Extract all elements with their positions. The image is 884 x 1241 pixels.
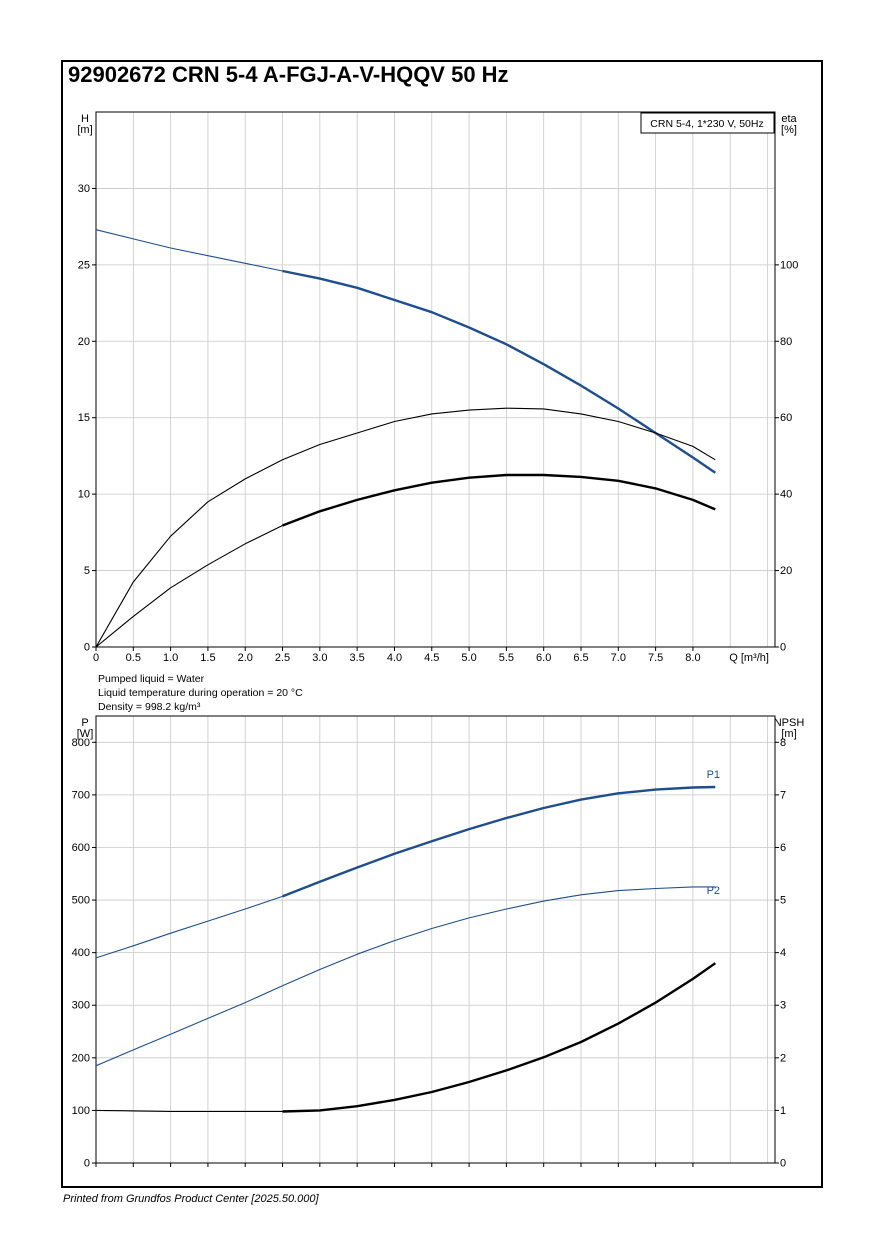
power-left-tick-label: 800 bbox=[72, 737, 90, 749]
power-left-tick-label: 300 bbox=[72, 1000, 90, 1012]
head-right-axis-unit: [%] bbox=[781, 124, 797, 136]
head-series-3-line-operating bbox=[282, 473, 716, 527]
head-right-axis-name: eta bbox=[781, 113, 797, 125]
power-left-tick-label: 700 bbox=[72, 789, 90, 801]
head-x-tick-label: 2.0 bbox=[238, 652, 253, 664]
head-series-1-line bbox=[95, 229, 283, 272]
power-right-tick-label: 8 bbox=[780, 737, 786, 749]
power-right-tick-label: 3 bbox=[780, 1000, 786, 1012]
head-x-tick-label: 1.0 bbox=[163, 652, 178, 664]
head-left-tick-label: 10 bbox=[78, 489, 90, 501]
liquid-note: Liquid temperature during operation = 20… bbox=[98, 687, 303, 699]
power-left-tick-label: 100 bbox=[72, 1105, 90, 1117]
power-right-tick-label: 2 bbox=[780, 1052, 786, 1064]
liquid-note: Density = 998.2 kg/m³ bbox=[98, 701, 201, 713]
legend-box-label: CRN 5-4, 1*230 V, 50Hz bbox=[650, 118, 763, 130]
head-left-axis-name: H bbox=[81, 113, 89, 125]
power-right-tick-label: 0 bbox=[780, 1158, 786, 1170]
head-left-tick-label: 5 bbox=[84, 565, 90, 577]
head-x-tick-label: 3.5 bbox=[350, 652, 365, 664]
power-series-p1-line-operating bbox=[282, 785, 716, 898]
head-x-tick-label: 4.5 bbox=[424, 652, 439, 664]
chart-frame bbox=[61, 60, 823, 1188]
head-x-tick-label: 6.0 bbox=[536, 652, 551, 664]
head-x-tick-label: 4.0 bbox=[387, 652, 402, 664]
power-right-axis-unit: [m] bbox=[781, 728, 796, 740]
head-x-tick-label: 3.0 bbox=[312, 652, 327, 664]
legend-box bbox=[640, 112, 775, 134]
head-x-tick-label: 8.0 bbox=[685, 652, 700, 664]
head-x-axis-label: Q [m³/h] bbox=[729, 652, 769, 664]
head-x-tick-label: 7.0 bbox=[611, 652, 626, 664]
head-right-tick-label: 100 bbox=[780, 259, 798, 271]
head-left-tick-label: 20 bbox=[78, 336, 90, 348]
head-right-tick-label: 80 bbox=[780, 336, 792, 348]
head-right-tick-label: 0 bbox=[780, 642, 786, 654]
power-series-p1-line bbox=[95, 895, 283, 959]
liquid-note: Pumped liquid = Water bbox=[98, 673, 205, 685]
power-left-tick-label: 500 bbox=[72, 895, 90, 907]
power-right-tick-label: 7 bbox=[780, 789, 786, 801]
head-right-tick-label: 40 bbox=[780, 489, 792, 501]
head-x-tick-label: 1.5 bbox=[200, 652, 215, 664]
head-x-tick-label: 5.0 bbox=[461, 652, 476, 664]
head-x-tick-label: 0.5 bbox=[126, 652, 141, 664]
power-series-p2-line bbox=[95, 886, 716, 1067]
power-series-3-line bbox=[95, 1109, 283, 1113]
power-left-tick-label: 600 bbox=[72, 842, 90, 854]
head-left-tick-label: 25 bbox=[78, 259, 90, 271]
power-series-3-line-operating bbox=[282, 962, 716, 1113]
power-right-tick-label: 4 bbox=[780, 947, 786, 959]
power-left-tick-label: 0 bbox=[84, 1158, 90, 1170]
head-x-tick-label: 5.5 bbox=[499, 652, 514, 664]
head-plot-border bbox=[95, 111, 776, 648]
power-left-tick-label: 200 bbox=[72, 1052, 90, 1064]
power-right-tick-label: 1 bbox=[780, 1105, 786, 1117]
power-right-axis-name: NPSH bbox=[774, 717, 805, 729]
page-title: 92902672 CRN 5-4 A-FGJ-A-V-HQQV 50 Hz bbox=[68, 62, 509, 87]
head-x-tick-label: 6.5 bbox=[573, 652, 588, 664]
head-series-3-line bbox=[95, 525, 283, 648]
head-left-tick-label: 30 bbox=[78, 183, 90, 195]
head-left-tick-label: 15 bbox=[78, 412, 90, 424]
power-series-label-p2: P2 bbox=[707, 885, 720, 897]
head-x-tick-label: 7.5 bbox=[648, 652, 663, 664]
footer-note: Printed from Grundfos Product Center [20… bbox=[63, 1193, 319, 1205]
power-left-tick-label: 400 bbox=[72, 947, 90, 959]
head-x-tick-label: 0 bbox=[93, 652, 99, 664]
head-right-tick-label: 20 bbox=[780, 565, 792, 577]
head-x-tick-label: 2.5 bbox=[275, 652, 290, 664]
head-right-tick-label: 60 bbox=[780, 412, 792, 424]
power-right-tick-label: 6 bbox=[780, 842, 786, 854]
head-series-2-line bbox=[95, 407, 716, 648]
power-left-axis-name: P bbox=[81, 717, 88, 729]
power-series-label-p1: P1 bbox=[707, 769, 720, 781]
power-right-tick-label: 5 bbox=[780, 895, 786, 907]
head-series-1-line-operating bbox=[282, 269, 716, 474]
power-plot-border bbox=[95, 715, 776, 1164]
head-left-axis-unit: [m] bbox=[77, 124, 92, 136]
power-left-axis-unit: [W] bbox=[77, 728, 94, 740]
head-left-tick-label: 0 bbox=[84, 642, 90, 654]
